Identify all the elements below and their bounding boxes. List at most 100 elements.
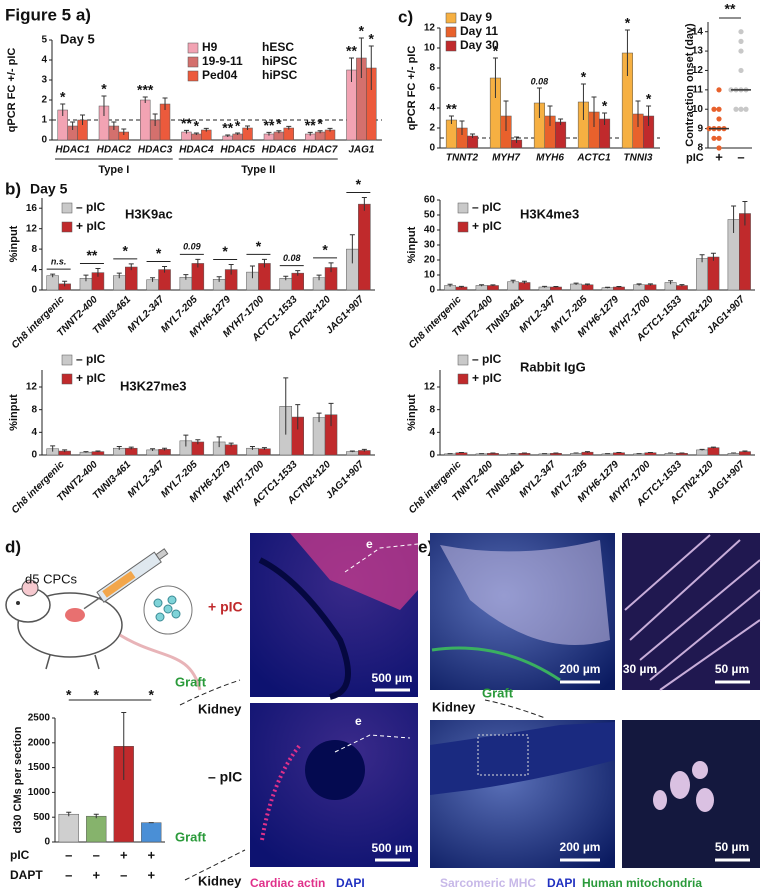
error-bar xyxy=(510,279,516,284)
legend-swatch xyxy=(445,40,457,52)
significance: ** xyxy=(222,120,233,136)
bar xyxy=(312,417,326,456)
bar xyxy=(141,822,162,843)
error-bar xyxy=(307,131,313,136)
error-bar xyxy=(327,127,333,132)
error-bar xyxy=(116,446,122,450)
y-tick-label: 1500 xyxy=(28,762,51,773)
y-tick-label: 60 xyxy=(424,195,436,206)
kidney-label: Kidney xyxy=(198,701,242,716)
y-tick-label: 0 xyxy=(41,135,47,146)
error-bar xyxy=(470,133,476,138)
error-bar xyxy=(50,273,56,278)
significance: * xyxy=(646,91,652,107)
error-bar xyxy=(699,448,705,451)
caption: DAPI xyxy=(547,876,576,890)
error-bar xyxy=(679,284,685,287)
y-axis-label: %input xyxy=(8,225,20,262)
y-axis-label: qPCR FC +/- pIC xyxy=(406,46,418,131)
panel-label: c) xyxy=(398,7,413,26)
legend-swatch xyxy=(457,202,469,214)
significance: * xyxy=(256,238,262,254)
y-axis-label: %input xyxy=(406,394,418,431)
significance: * xyxy=(235,118,241,134)
legend-swatch xyxy=(61,373,73,385)
error-bar xyxy=(636,453,642,455)
legend-label: Day 11 xyxy=(460,24,498,38)
error-bar xyxy=(249,446,255,450)
error-bar xyxy=(193,132,199,135)
y-tick-label: 2 xyxy=(429,123,435,134)
error-bar xyxy=(458,285,464,288)
error-bar xyxy=(216,276,222,282)
error-bar xyxy=(316,412,322,423)
y-tick-label: 4 xyxy=(429,103,435,114)
y-tick-label: 14 xyxy=(692,26,704,37)
x-tick-label: Ch8 intergenic xyxy=(10,459,67,516)
significance: * xyxy=(222,243,228,259)
error-bar xyxy=(203,127,209,132)
y-tick-label: 40 xyxy=(424,225,436,236)
data-point xyxy=(738,67,744,74)
data-point xyxy=(738,106,744,112)
y-tick-label: 1 xyxy=(41,115,47,126)
error-bar xyxy=(602,112,608,125)
legend-label: – pIC xyxy=(76,352,106,366)
x-tick-label: TNNI3 xyxy=(624,153,653,164)
error-bar xyxy=(731,205,737,233)
error-bar xyxy=(317,130,323,134)
error-bar xyxy=(635,100,641,127)
error-bar xyxy=(358,37,364,78)
scale-label: 200 µm xyxy=(560,662,601,676)
error-bar xyxy=(95,450,101,453)
y-tick-label: 4 xyxy=(429,427,435,438)
significance: * xyxy=(625,15,631,31)
image-mark: e xyxy=(366,537,373,551)
y-tick-label: 0 xyxy=(44,837,50,848)
error-bar xyxy=(266,131,272,136)
y-tick-label: 30 xyxy=(424,240,436,251)
chart-title: H3K4me3 xyxy=(520,206,579,221)
significance: ** xyxy=(181,115,192,131)
error-bar xyxy=(349,450,355,453)
legend-label: 19-9-11 xyxy=(202,54,243,68)
y-axis-label: Contraction onset (day) xyxy=(684,23,696,147)
y-tick-label: 4 xyxy=(41,55,47,66)
error-bar xyxy=(328,262,334,273)
error-bar xyxy=(283,275,289,281)
error-bar xyxy=(162,97,168,110)
legend-label: + pIC xyxy=(472,219,502,233)
error-bar xyxy=(225,134,231,137)
error-bar xyxy=(60,103,66,116)
error-bar xyxy=(668,452,674,454)
data-point xyxy=(733,106,739,112)
y-tick-label: 8 xyxy=(697,143,703,154)
error-bar xyxy=(636,283,642,286)
y-tick-label: 0 xyxy=(31,450,37,461)
error-bar xyxy=(152,113,158,126)
legend-swatch xyxy=(61,221,73,233)
error-bar xyxy=(228,442,234,447)
x-tick-label: TNNT2 xyxy=(446,153,479,164)
group-label: Type I xyxy=(98,164,129,176)
caption: Sarcomeric MHC xyxy=(440,876,536,890)
y-tick-label: 8 xyxy=(429,404,435,415)
kidney-label: Kidney xyxy=(198,873,242,888)
data-point xyxy=(716,106,722,112)
bar xyxy=(707,256,720,291)
micrograph xyxy=(622,720,760,868)
y-tick-label: 10 xyxy=(692,104,704,115)
y-tick-label: 1000 xyxy=(28,787,51,798)
y-tick-label: 0 xyxy=(429,143,435,154)
error-bar xyxy=(479,453,485,455)
scale-label: 500 µm xyxy=(372,841,413,855)
kidney-label: Kidney xyxy=(432,699,476,714)
y-tick-label: 0 xyxy=(429,450,435,461)
x-row-label: pIC xyxy=(10,848,30,862)
bar xyxy=(445,119,457,149)
scale-label: 30 µm xyxy=(623,662,657,676)
legend-label: hiPSC xyxy=(262,54,298,68)
x-tick-label: – xyxy=(737,149,744,164)
error-bar xyxy=(742,450,748,453)
micrograph xyxy=(622,533,760,690)
